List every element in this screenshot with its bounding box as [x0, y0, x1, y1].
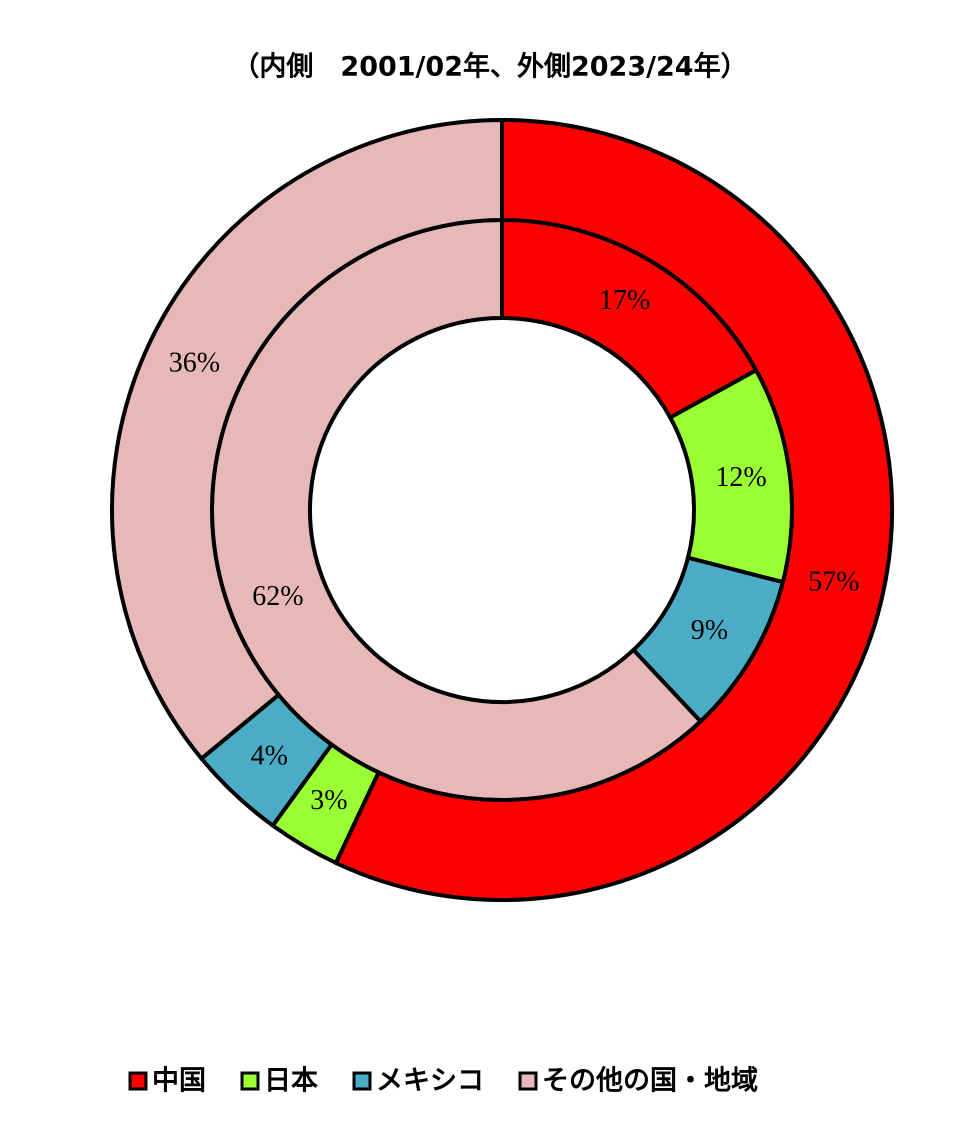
legend-label: メキシコ: [376, 1066, 484, 1097]
value-label: 12%: [715, 462, 766, 493]
value-label: 9%: [691, 615, 728, 646]
donut-segment: [333, 117, 894, 902]
legend-swatch: [518, 1071, 538, 1091]
legend-swatch: [240, 1071, 260, 1091]
value-label: 17%: [599, 285, 650, 316]
legend-swatch: [352, 1071, 372, 1091]
value-label: 4%: [251, 740, 288, 771]
legend-label: その他の国・地域: [542, 1066, 758, 1097]
chart-title: （内側 2001/02年、外側2023/24年）: [232, 51, 747, 83]
value-label: 57%: [808, 567, 859, 598]
donut-segment: [110, 117, 504, 762]
value-label: 62%: [252, 581, 303, 612]
legend-label: 日本: [264, 1066, 318, 1097]
value-label: 36%: [169, 348, 220, 379]
legend-swatch: [128, 1071, 148, 1091]
value-label: 3%: [310, 785, 347, 816]
legend-label: 中国: [152, 1066, 206, 1097]
